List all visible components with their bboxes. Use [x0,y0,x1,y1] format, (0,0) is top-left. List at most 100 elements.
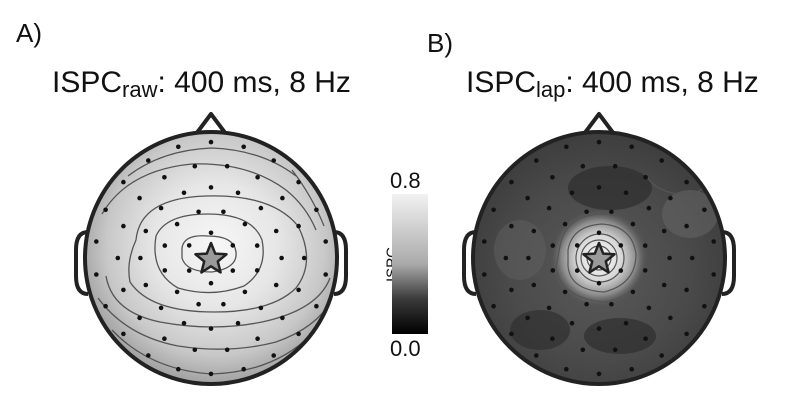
electrode-dot [296,287,301,293]
panel-b-head [462,112,736,386]
electrode-dot [596,230,602,236]
electrode-dot [186,243,192,248]
electrode-dot [121,287,126,293]
panel-a-head [74,112,348,386]
electrode-dot [235,190,241,196]
electrode-dot [186,268,192,273]
panel-b-label: B) [427,28,453,58]
electrode-dot [596,185,602,190]
electrode-dot [242,289,248,295]
electrode-dot [596,139,602,145]
electrode-dot [689,255,695,261]
panel-b-title: ISPClap: 400 ms, 8 Hz [466,66,759,101]
electrode-dot [584,301,589,307]
electrode-dot [181,190,187,196]
electrode-dot [525,195,530,201]
electrode-dot [482,272,487,277]
electrode-dot [221,301,226,307]
electrode-dot [121,223,126,229]
electrode-dot [176,144,181,150]
electrode-dot [158,205,164,211]
electrode-dot [174,289,180,295]
electrode-dot [258,305,264,311]
electrode-dot [531,228,537,234]
panel-b-nose [582,112,616,136]
electrode-dot [569,320,575,326]
electrode-dot [241,144,246,150]
electrode-dot [574,243,580,248]
electrode-dot [684,331,689,337]
electrode-dot [208,230,214,236]
panel-a-right-ear [333,230,348,296]
electrode-dot [162,175,167,180]
colorbar-max-label: 0.8 [390,168,421,193]
panel-b-head-outline [471,130,727,386]
electrode-dot [230,268,236,273]
electrode-dot [509,331,514,337]
electrode-dot [711,272,716,277]
panel-b-left-ear [462,230,477,296]
electrode-dot [224,347,230,353]
electrode-dot [241,366,246,372]
electrode-dot [667,255,672,261]
electrode-dot [574,268,580,273]
electrode-dot [550,243,556,248]
star-icon [582,241,616,274]
electrode-dot [684,179,689,185]
electrode-dot [623,190,629,196]
electrode-dot [94,239,99,244]
electrode-dot [174,221,180,227]
electrode-dot [509,223,514,229]
electrode-dot [314,207,319,213]
electrode-dot [296,179,301,185]
electrode-dot [235,320,241,326]
panel-a-title-sub: raw [122,77,158,102]
electrode-dot [534,353,539,358]
electrode-dot [550,336,555,342]
electrode-dot [702,303,707,309]
panel-a-label: A) [16,18,42,48]
electrode-dot [509,287,514,293]
electrode-dot [550,175,555,180]
electrode-dot [618,243,624,248]
electrode-dot [646,205,652,211]
panel-a-title-rest: : 400 ms, 8 Hz [157,66,351,99]
electrode-dot [138,255,143,261]
electrode-dot [176,366,181,372]
electrode-dot [323,272,329,277]
electrode-dot [208,139,214,145]
electrode-dot [94,272,99,277]
electrode-dot [609,209,614,215]
electrode-dot [668,315,673,321]
electrode-dot [254,243,260,248]
star-icon [194,241,228,274]
electrode-dot [564,366,569,372]
electrode-dot [661,228,667,234]
electrode-dot [623,320,629,326]
electrode-dot [162,243,168,248]
electrode-dot [296,223,301,229]
electrode-dot [668,195,673,201]
electrode-dot [254,268,260,273]
electrode-dot [659,158,664,163]
electrode-dot [580,163,586,169]
panel-b-title-rest: : 400 ms, 8 Hz [565,66,759,99]
electrode-dot [230,243,236,248]
electrode-dot [137,195,142,201]
electrode-dot [711,239,716,244]
electrode-dot [642,243,648,248]
panel-b-title-sub: lap [536,77,566,102]
electrode-dot [115,255,121,261]
electrode-dot [702,207,707,213]
electrode-dot [162,268,168,273]
electrode-dot [612,347,618,353]
electrode-dot [562,221,568,227]
electrode-dot [137,315,142,321]
panel-a-title-main: ISPC [52,66,123,99]
electrode-dot [562,289,568,295]
panel-a-title: ISPCraw: 400 ms, 8 Hz [52,66,351,101]
electrode-dot [629,366,634,372]
electrode-dot [596,326,602,331]
panel-a-left-ear [74,230,89,296]
electrode-dot [255,175,260,180]
